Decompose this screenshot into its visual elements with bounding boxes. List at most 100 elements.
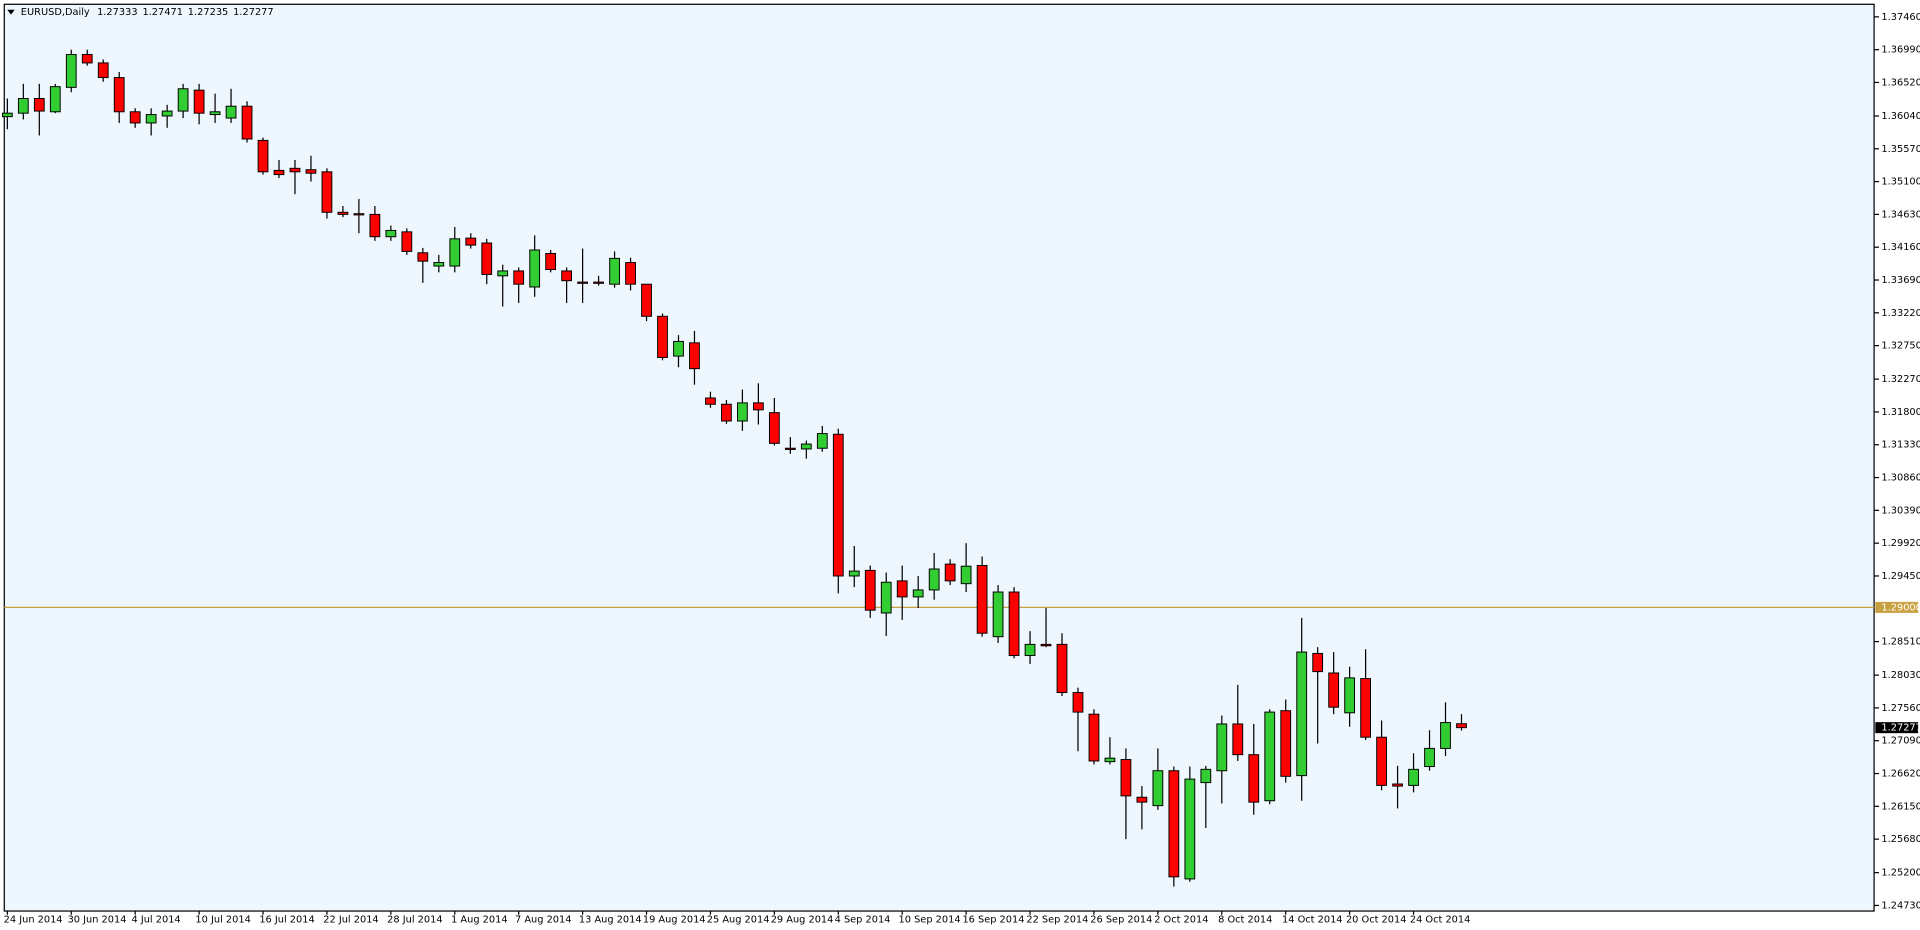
candle-body [1376,736,1387,786]
candle-body [625,262,636,285]
candle-body [129,111,141,124]
y-tick-label: 1.36040 [1881,111,1920,122]
y-tick-label: 1.31800 [1881,407,1920,418]
candle-body [1200,768,1212,784]
candle-body [1072,692,1084,713]
candle-body [65,54,77,88]
header-arrow[interactable] [7,9,15,15]
candle-body [33,98,45,112]
price-label: 1.27277 [1881,723,1920,734]
candle-body [113,77,125,113]
candle-body [928,568,940,591]
candle-body [1328,672,1340,708]
candle-body [225,105,237,119]
y-tick-label: 1.36990 [1881,45,1920,56]
candle-body [1392,783,1403,787]
candle-body [1456,723,1467,729]
candle-body [705,397,716,405]
last-open: 1.27333 [97,7,137,18]
x-tick-label: 22 Jul 2014 [323,915,378,926]
candle-body [193,89,205,114]
y-tick-label: 1.28510 [1881,637,1920,648]
y-tick-label: 1.34630 [1881,209,1920,220]
candle-body [17,98,29,114]
candle-body [976,565,988,634]
y-tick-label: 1.35100 [1881,177,1920,188]
candle-body [497,270,509,277]
y-tick-label: 1.30390 [1881,505,1920,516]
y-tick-label: 1.24730 [1881,900,1920,911]
candle-body [1056,643,1068,694]
x-tick-label: 10 Jul 2014 [195,915,250,926]
candle-body [832,433,844,577]
y-tick-label: 1.31330 [1881,440,1920,451]
y-tick-label: 1.26620 [1881,769,1920,780]
x-tick-label: 28 Jul 2014 [387,915,442,926]
candle-body [369,213,381,238]
y-tick-label: 1.33690 [1881,275,1920,286]
candle-body [577,281,588,284]
candle-body [1424,747,1435,768]
candle-body [145,114,157,124]
x-tick-label: 25 Aug 2014 [707,915,770,926]
level-label-bg [1875,601,1919,613]
candle-body [721,403,732,422]
y-tick-label: 1.25200 [1881,868,1920,879]
candle-body [641,283,652,317]
x-tick-label: 29 Aug 2014 [771,915,834,926]
candle-body [752,402,764,411]
price-label-bg [1875,722,1919,734]
candle-body [1232,723,1244,756]
x-tick-label: 30 Jun 2014 [68,915,127,926]
x-tick-label: 13 Aug 2014 [579,915,642,926]
x-tick-label: 14 Oct 2014 [1282,915,1343,926]
candle-body [1312,652,1324,673]
candle-body [1440,722,1451,749]
y-tick-label: 1.26150 [1881,801,1920,812]
candle-body [545,252,557,271]
candle-body [1216,723,1228,772]
candle-body [1248,754,1260,803]
candle-body [1168,770,1180,878]
x-tick-label: 4 Jul 2014 [132,915,181,926]
x-tick-label: 10 Sep 2014 [899,915,961,926]
candle-body [1008,591,1020,657]
y-tick-label: 1.32750 [1881,341,1920,352]
candle-body [673,340,684,357]
candle-body [305,169,317,174]
y-tick-label: 1.30860 [1881,473,1920,484]
candle-body [481,242,493,275]
candle-body [1152,770,1164,807]
candle-body [561,270,573,282]
candle-body [992,591,1004,638]
candle-body [1,112,13,118]
candle-body [880,581,892,614]
candle-body [593,281,604,284]
x-tick-label: 24 Jun 2014 [4,915,63,926]
candle-body [513,270,525,285]
candle-body [385,229,397,238]
candle-body [1296,651,1308,777]
candle-body [1344,677,1356,714]
y-tick-label: 1.36520 [1881,77,1920,88]
last-high: 1.27471 [142,7,182,18]
candle-body [241,105,253,140]
y-tick-label: 1.29920 [1881,538,1920,549]
level-label: 1.29000 [1881,602,1920,613]
plot-area [3,3,1875,912]
last-close: 1.27277 [233,7,273,18]
x-tick-label: 7 Aug 2014 [515,915,571,926]
candle-body [337,211,349,215]
y-tick-label: 1.27560 [1881,703,1920,714]
candle-body [800,443,812,450]
last-low: 1.27235 [188,7,228,18]
candle-body [417,252,429,262]
symbol: EURUSD,Daily [21,7,90,18]
x-tick-label: 26 Sep 2014 [1090,915,1152,926]
candle-body [816,433,828,449]
candle-body [848,570,860,577]
candle-body [689,342,700,370]
candle-body [1120,759,1132,797]
